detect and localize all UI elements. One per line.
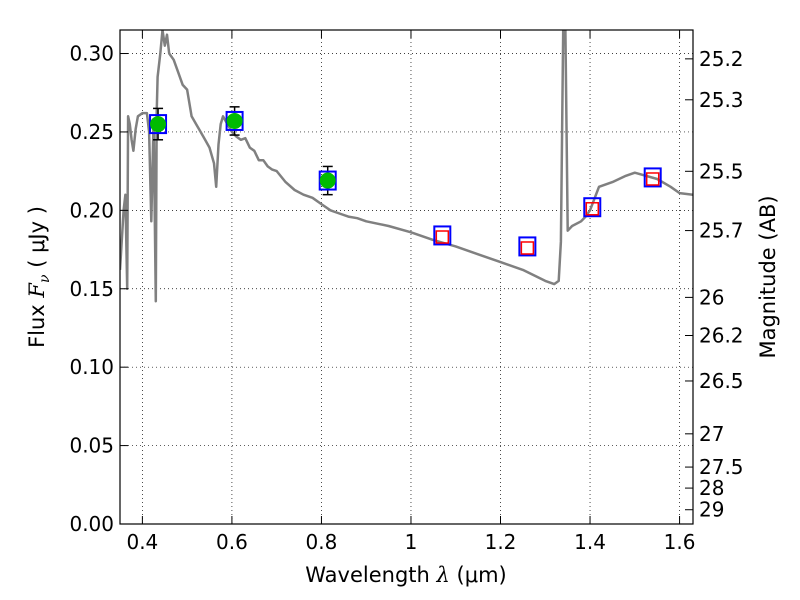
y-axis-label: Flux Fν ( μJy ) [25, 206, 53, 348]
predicted-marker [435, 230, 450, 244]
model-photometry-marker [433, 225, 452, 246]
model-spectrum-line [120, 30, 693, 303]
y2-tick-label: 28 [699, 476, 724, 500]
x-tick-label: 0.6 [216, 530, 248, 554]
y2-tick-label: 26.2 [699, 323, 744, 347]
y-tick-label: 0.00 [69, 512, 114, 536]
observed-point [150, 116, 167, 133]
y-tick-label: 0.05 [69, 434, 114, 458]
y2-tick-label: 25.3 [699, 88, 744, 112]
y-tick-label: 0.20 [69, 198, 114, 222]
predicted-marker [645, 172, 660, 186]
x-tick-label: 1.4 [574, 530, 606, 554]
model-photometry-marker [643, 167, 662, 188]
model-photometry-marker [583, 197, 602, 218]
x-tick-label: 1.2 [485, 530, 517, 554]
x-tick-label: 1.6 [664, 530, 696, 554]
y2-tick-label: 26 [699, 285, 724, 309]
y2-axis-label: Magnitude (AB) [756, 195, 780, 358]
y2-tick-label: 25.7 [699, 219, 744, 243]
y-tick-label: 0.30 [69, 42, 114, 66]
y2-tick-label: 29 [699, 498, 724, 522]
y-tick-label: 0.10 [69, 355, 114, 379]
observed-point [319, 172, 336, 189]
y2-tick-label: 27.5 [699, 455, 744, 479]
x-axis-label: Wavelength λ (μm) [305, 563, 506, 587]
model-photometry-marker [518, 236, 537, 257]
observed-point [226, 112, 243, 129]
predicted-marker [585, 202, 600, 216]
plot-area [120, 30, 693, 303]
x-tick-label: 1 [405, 530, 418, 554]
ticks: 0.4 0.6 0.8 1 1.2 1.4 1.6 0.00 0.05 0.10 0.15 0.20 0… [69, 30, 744, 554]
predicted-marker [520, 241, 535, 255]
x-tick-label: 0.8 [306, 530, 338, 554]
y2-tick-label: 25.5 [699, 159, 744, 183]
y2-tick-label: 27 [699, 422, 724, 446]
y-tick-label: 0.15 [69, 277, 114, 301]
x-tick-label: 0.4 [126, 530, 158, 554]
y2-tick-label: 26.5 [699, 369, 744, 393]
y2-tick-label: 25.2 [699, 47, 744, 71]
plot-frame [119, 29, 694, 525]
y-tick-label: 0.25 [69, 120, 114, 144]
